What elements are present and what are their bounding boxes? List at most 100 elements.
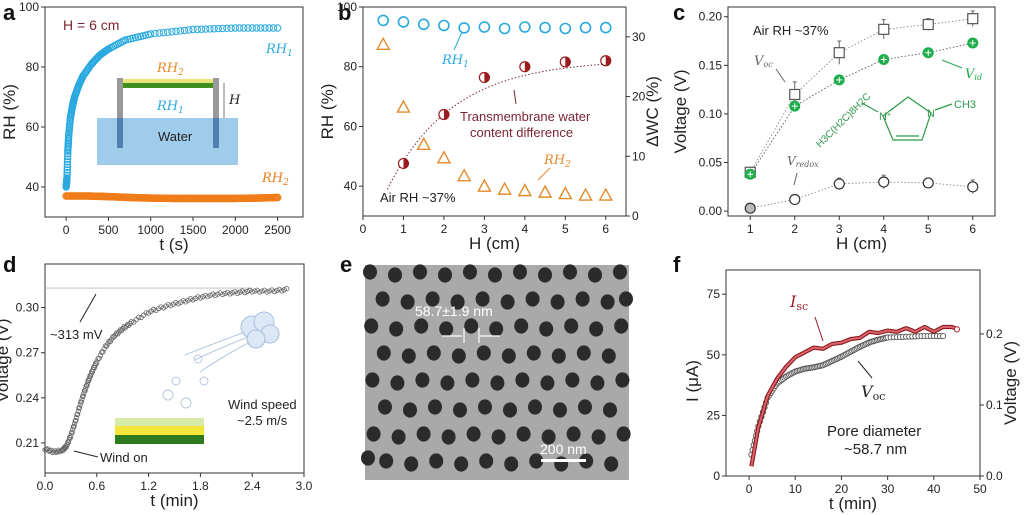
f-y2tick-label: 0.1 (986, 398, 1003, 412)
gust-line (194, 336, 249, 361)
d-xtick-label: 0.0 (37, 479, 54, 493)
b-tm-arrow (513, 89, 517, 105)
b-xtick-label: 2 (441, 222, 448, 236)
measurement-arrows (442, 328, 500, 343)
d-membrane-bottom (115, 435, 204, 444)
panel-b: RH1 RH2 Transmembrane water content diff… (380, 31, 591, 205)
b-y2tick-label: 10 (632, 149, 646, 163)
pore (491, 429, 506, 445)
d-voltage-point (237, 289, 243, 295)
c-air-rh-label: Air RH ~37% (753, 23, 829, 38)
a-rh1-point (185, 26, 193, 34)
c-xtick-label: 4 (880, 222, 887, 236)
c-voc-point (833, 47, 845, 59)
c-ytick-label: 0.05 (699, 156, 723, 170)
pore (428, 399, 442, 415)
pore (576, 345, 591, 361)
a-ytick-label: 40 (26, 180, 40, 194)
b-rh1-point (397, 16, 410, 28)
d-voltage-point (73, 414, 80, 421)
panel-label-d: d (3, 252, 16, 277)
d-wind-on-arrow (73, 450, 99, 458)
d-voltage-point (80, 393, 86, 399)
pore (388, 267, 402, 283)
pore (563, 264, 577, 280)
inset-rh2-label: RH2 (156, 61, 184, 78)
pore (476, 345, 491, 361)
a-rh1-point (261, 24, 269, 32)
b-rh1-point (559, 22, 572, 35)
b-rh1-point (498, 22, 511, 35)
pore (401, 348, 416, 364)
d-wind-speed-line1: Wind speed (228, 397, 297, 412)
pore (516, 426, 531, 442)
d-voltage-point (96, 355, 102, 361)
pore (366, 426, 381, 442)
mol-ch3: CH3 (954, 99, 976, 111)
a-rh1-point (273, 24, 282, 32)
c-xlabel: H (cm) (836, 234, 887, 253)
f-y2label: Voltage (V) (1001, 341, 1020, 425)
b-wc-point-fill (524, 61, 530, 72)
pore (504, 456, 519, 472)
pore (453, 402, 467, 418)
pore (488, 267, 502, 283)
a-rh1-point (151, 29, 159, 38)
f-pore-line1: Pore diameter (827, 423, 921, 440)
d-xlabel: t (min) (150, 491, 198, 510)
a-rh1-point (63, 171, 71, 180)
d-voltage-point (158, 304, 164, 310)
a-xtick-label: 1000 (137, 223, 164, 237)
f-xtick-label: 50 (973, 482, 987, 496)
c-ytick-label: 0.20 (699, 10, 723, 24)
c-voc-label: Voc (754, 54, 773, 69)
pore (426, 345, 441, 361)
a-rh1-point (223, 24, 231, 32)
c-vid-plus (791, 103, 798, 110)
d-voltage-point (252, 288, 258, 294)
c-xtick-label: 2 (791, 222, 798, 236)
b-rh2-point (396, 99, 411, 113)
d-ytick-label: 0.21 (16, 436, 40, 450)
pore (619, 291, 633, 307)
d-voltage-point (220, 291, 226, 298)
pore (541, 429, 556, 445)
d-voltage-point (83, 385, 89, 391)
a-rh1-point (63, 168, 71, 177)
pore (614, 318, 629, 334)
d-membrane-middle (115, 426, 204, 435)
b-ytick-label: 80 (344, 60, 358, 74)
b-tm-line1: Transmembrane water (460, 109, 591, 124)
a-rh1-point (163, 28, 172, 36)
c-xtick-label: 3 (836, 222, 843, 236)
a-rh1-point (147, 30, 155, 38)
panel-label-a: a (3, 0, 16, 25)
pore (389, 321, 404, 337)
b-rh1-point (599, 21, 612, 34)
b-wc-point-fill (565, 56, 571, 67)
pore (538, 267, 552, 283)
a-rh1-point (235, 24, 244, 32)
gust-curl (193, 354, 203, 364)
c-vid-plus (747, 171, 754, 178)
c-vredox-arrow (793, 172, 798, 186)
pore (501, 348, 516, 364)
f-xtick-label: 30 (881, 482, 895, 496)
panel-a: H Water RH2 RH1 H = 6 cm RH1 RH2 (63, 17, 293, 188)
f-xtick-label: 20 (835, 482, 849, 496)
b-rh2-point (537, 184, 553, 198)
d-voltage-point (202, 292, 208, 298)
a-rh1-point (63, 174, 71, 182)
a-xtick-label: 0 (63, 223, 70, 237)
a-rh1-point (155, 29, 163, 37)
pore (454, 456, 469, 472)
c-ytick-label: 0.00 (699, 204, 723, 218)
b-xlabel: H (cm) (469, 234, 520, 253)
d-wind-on-label: Wind on (100, 450, 148, 465)
d-voltage-point (68, 432, 74, 439)
pore (451, 348, 466, 364)
d-voltage-point (281, 287, 287, 293)
gust-curl (199, 376, 209, 386)
d-voltage-point (200, 294, 206, 300)
b-xtick-label: 0 (360, 222, 367, 236)
